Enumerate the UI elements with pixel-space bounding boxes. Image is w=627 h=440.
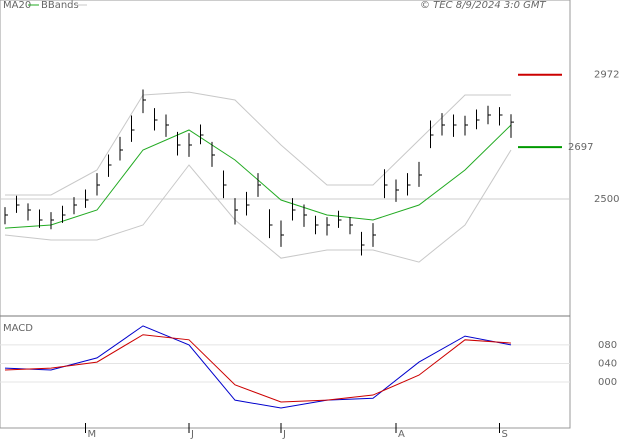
- source-note: © TEC 8/9/2024 3:0 GMT: [420, 0, 547, 11]
- plot-frame: [0, 0, 571, 429]
- x-tick-label: S: [502, 429, 508, 440]
- y-tick-label: 2500: [594, 194, 619, 205]
- panel-title: MACD: [3, 323, 33, 334]
- legend-label: BBands: [41, 0, 79, 11]
- y-tick-label: 000: [598, 377, 617, 388]
- y-tick-label: 080: [598, 340, 617, 351]
- x-tick-label: M: [88, 429, 97, 440]
- x-tick-label: J: [282, 429, 286, 440]
- series-line: [4, 334, 512, 403]
- series-line: [4, 325, 512, 409]
- x-tick-label: A: [398, 429, 405, 440]
- level-label: 2972: [594, 70, 619, 81]
- x-tick-label: J: [190, 429, 194, 440]
- legend-label: MA20: [3, 0, 31, 11]
- level-label: 2697: [568, 142, 593, 153]
- series-line: [5, 91, 511, 196]
- y-tick-label: 040: [598, 358, 617, 369]
- series-line: [4, 149, 512, 263]
